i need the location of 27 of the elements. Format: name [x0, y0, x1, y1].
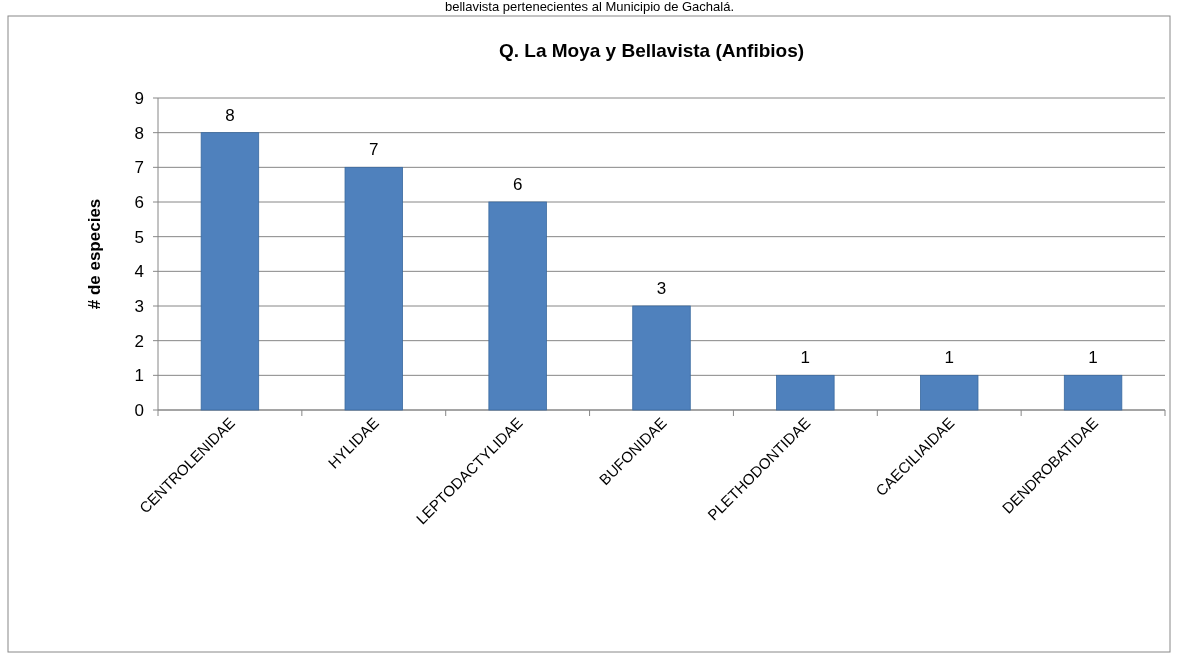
- y-tick-label: 0: [134, 400, 144, 420]
- chart-title: Q. La Moya y Bellavista (Anfibios): [498, 40, 805, 61]
- y-tick-label: 3: [134, 296, 144, 316]
- y-tick-label: 1: [134, 366, 144, 386]
- y-tick-label: 8: [134, 123, 144, 143]
- y-tick-label: 4: [134, 262, 144, 282]
- data-label: 8: [225, 105, 235, 125]
- data-label: 1: [1088, 348, 1098, 368]
- y-tick-label: 7: [134, 158, 144, 178]
- data-label: 1: [944, 348, 954, 368]
- bar: [344, 166, 403, 411]
- y-tick-label: 6: [134, 192, 144, 212]
- bar: [632, 305, 691, 411]
- text: bellavista pertenecientes al Municipio de Gachalá.: [444, 0, 735, 14]
- y-tick-label: 2: [134, 331, 144, 351]
- data-label: 3: [656, 279, 667, 298]
- y-tick-label: 9: [134, 88, 144, 108]
- data-label: 6: [512, 175, 523, 194]
- bar: [776, 374, 835, 411]
- data-label: 1: [800, 348, 811, 368]
- bar: [200, 132, 260, 411]
- data-label: 7: [369, 140, 379, 160]
- y-axis-title: # de especies: [85, 198, 104, 310]
- bar: [488, 201, 547, 411]
- bar: [920, 374, 979, 411]
- bar: [1063, 374, 1123, 411]
- y-tick-label: 5: [134, 227, 144, 247]
